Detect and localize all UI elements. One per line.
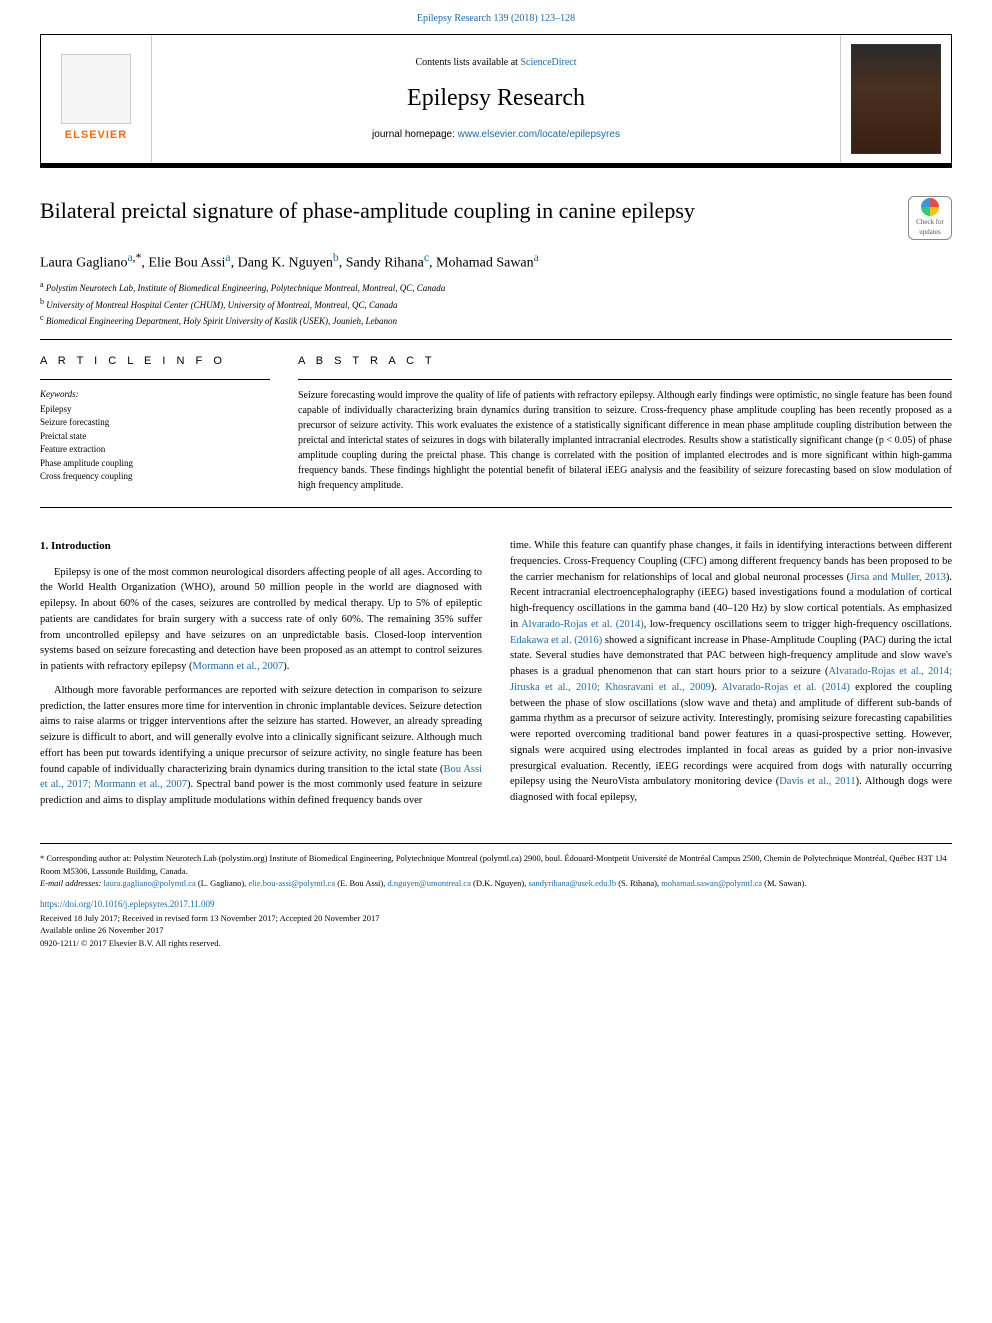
elsevier-logo: ELSEVIER (41, 35, 151, 163)
email-link[interactable]: sandyrihana@usek.edu.lb (528, 878, 616, 888)
abstract-label: A B S T R A C T (298, 354, 952, 369)
article-title: Bilateral preictal signature of phase-am… (40, 196, 896, 227)
footer: * Corresponding author at: Polystim Neur… (40, 843, 952, 950)
citation-header: Epilepsy Research 139 (2018) 123–128 (0, 0, 992, 34)
keyword: Epilepsy (40, 403, 270, 417)
para-1: Epilepsy is one of the most common neuro… (40, 565, 482, 675)
article-info-column: A R T I C L E I N F O Keywords: Epilepsy… (40, 354, 270, 493)
header-center: Contents lists available at ScienceDirec… (151, 35, 841, 163)
keyword: Phase amplitude coupling (40, 457, 270, 471)
rule-thick-top (40, 164, 952, 168)
journal-title: Epilepsy Research (407, 82, 585, 116)
keywords-label: Keywords: (40, 388, 270, 401)
rule-below-abstract (40, 507, 952, 508)
keyword: Feature extraction (40, 443, 270, 457)
available-online: Available online 26 November 2017 (40, 924, 952, 937)
homepage-prefix: journal homepage: (372, 129, 458, 140)
section-1-heading: 1. Introduction (40, 538, 482, 555)
body-col-right: time. While this feature can quantify ph… (510, 538, 952, 817)
affiliations: a Polystim Neurotech Lab, Institute of B… (40, 279, 952, 329)
received-dates: Received 18 July 2017; Received in revis… (40, 912, 952, 925)
cover-thumbnail (841, 35, 951, 163)
elsevier-label: ELSEVIER (65, 128, 127, 143)
journal-cover-icon (851, 44, 941, 154)
citation-mormann[interactable]: Mormann et al., 2007 (193, 661, 284, 672)
keywords-list: EpilepsySeizure forecastingPreictal stat… (40, 403, 270, 484)
crossmark-text2: updates (919, 228, 940, 238)
keyword: Seizure forecasting (40, 416, 270, 430)
doi-link[interactable]: https://doi.org/10.1016/j.eplepsyres.201… (40, 899, 215, 909)
citation-jirsa[interactable]: Jirsa and Muller, 2013 (850, 572, 946, 583)
email-link[interactable]: d.nguyen@umontreal.ca (388, 878, 471, 888)
crossmark-icon (921, 198, 939, 216)
article-info-label: A R T I C L E I N F O (40, 354, 270, 369)
affiliation-c: c Biomedical Engineering Department, Hol… (40, 312, 952, 329)
citation-link[interactable]: Epilepsy Research 139 (2018) 123–128 (417, 13, 575, 24)
body-columns: 1. Introduction Epilepsy is one of the m… (40, 538, 952, 817)
authors: Laura Gaglianoa,*, Elie Bou Assia, Dang … (40, 250, 952, 273)
email-addresses: E-mail addresses: laura.gagliano@polymtl… (40, 877, 952, 890)
homepage-line: journal homepage: www.elsevier.com/locat… (372, 128, 620, 142)
keyword: Preictal state (40, 430, 270, 444)
email-link[interactable]: mohamad.sawan@polymtl.ca (661, 878, 762, 888)
info-rule (40, 379, 270, 380)
citation-davis[interactable]: Davis et al., 2011 (779, 776, 855, 787)
elsevier-tree-icon (61, 54, 131, 124)
contents-line: Contents lists available at ScienceDirec… (415, 56, 576, 70)
keyword: Cross frequency coupling (40, 470, 270, 484)
abstract-column: A B S T R A C T Seizure forecasting woul… (298, 354, 952, 493)
affiliation-b: b University of Montreal Hospital Center… (40, 296, 952, 313)
crossmark-badge[interactable]: Check for updates (908, 196, 952, 240)
body-col-left: 1. Introduction Epilepsy is one of the m… (40, 538, 482, 817)
contents-prefix: Contents lists available at (415, 57, 520, 68)
crossmark-text1: Check for (916, 218, 944, 228)
journal-header: ELSEVIER Contents lists available at Sci… (40, 34, 952, 164)
para-2-cont: time. While this feature can quantify ph… (510, 538, 952, 806)
email-link[interactable]: laura.gagliano@polymtl.ca (103, 878, 195, 888)
citation-alvarado2[interactable]: Alvarado-Rojas et al. (2014) (722, 682, 850, 693)
email-link[interactable]: elie.bou-assi@polymtl.ca (248, 878, 335, 888)
homepage-link[interactable]: www.elsevier.com/locate/epilepsyres (458, 129, 620, 140)
rule-above-abstract (40, 339, 952, 340)
para-2: Although more favorable performances are… (40, 683, 482, 809)
abstract-rule (298, 379, 952, 380)
citation-alvarado1[interactable]: Alvarado-Rojas et al. (2014) (521, 619, 644, 630)
citation-edakawa[interactable]: Edakawa et al. (2016) (510, 635, 602, 646)
copyright: 0920-1211/ © 2017 Elsevier B.V. All righ… (40, 937, 952, 950)
corresponding-author: * Corresponding author at: Polystim Neur… (40, 852, 952, 878)
abstract-text: Seizure forecasting would improve the qu… (298, 388, 952, 493)
sciencedirect-link[interactable]: ScienceDirect (520, 57, 576, 68)
affiliation-a: a Polystim Neurotech Lab, Institute of B… (40, 279, 952, 296)
